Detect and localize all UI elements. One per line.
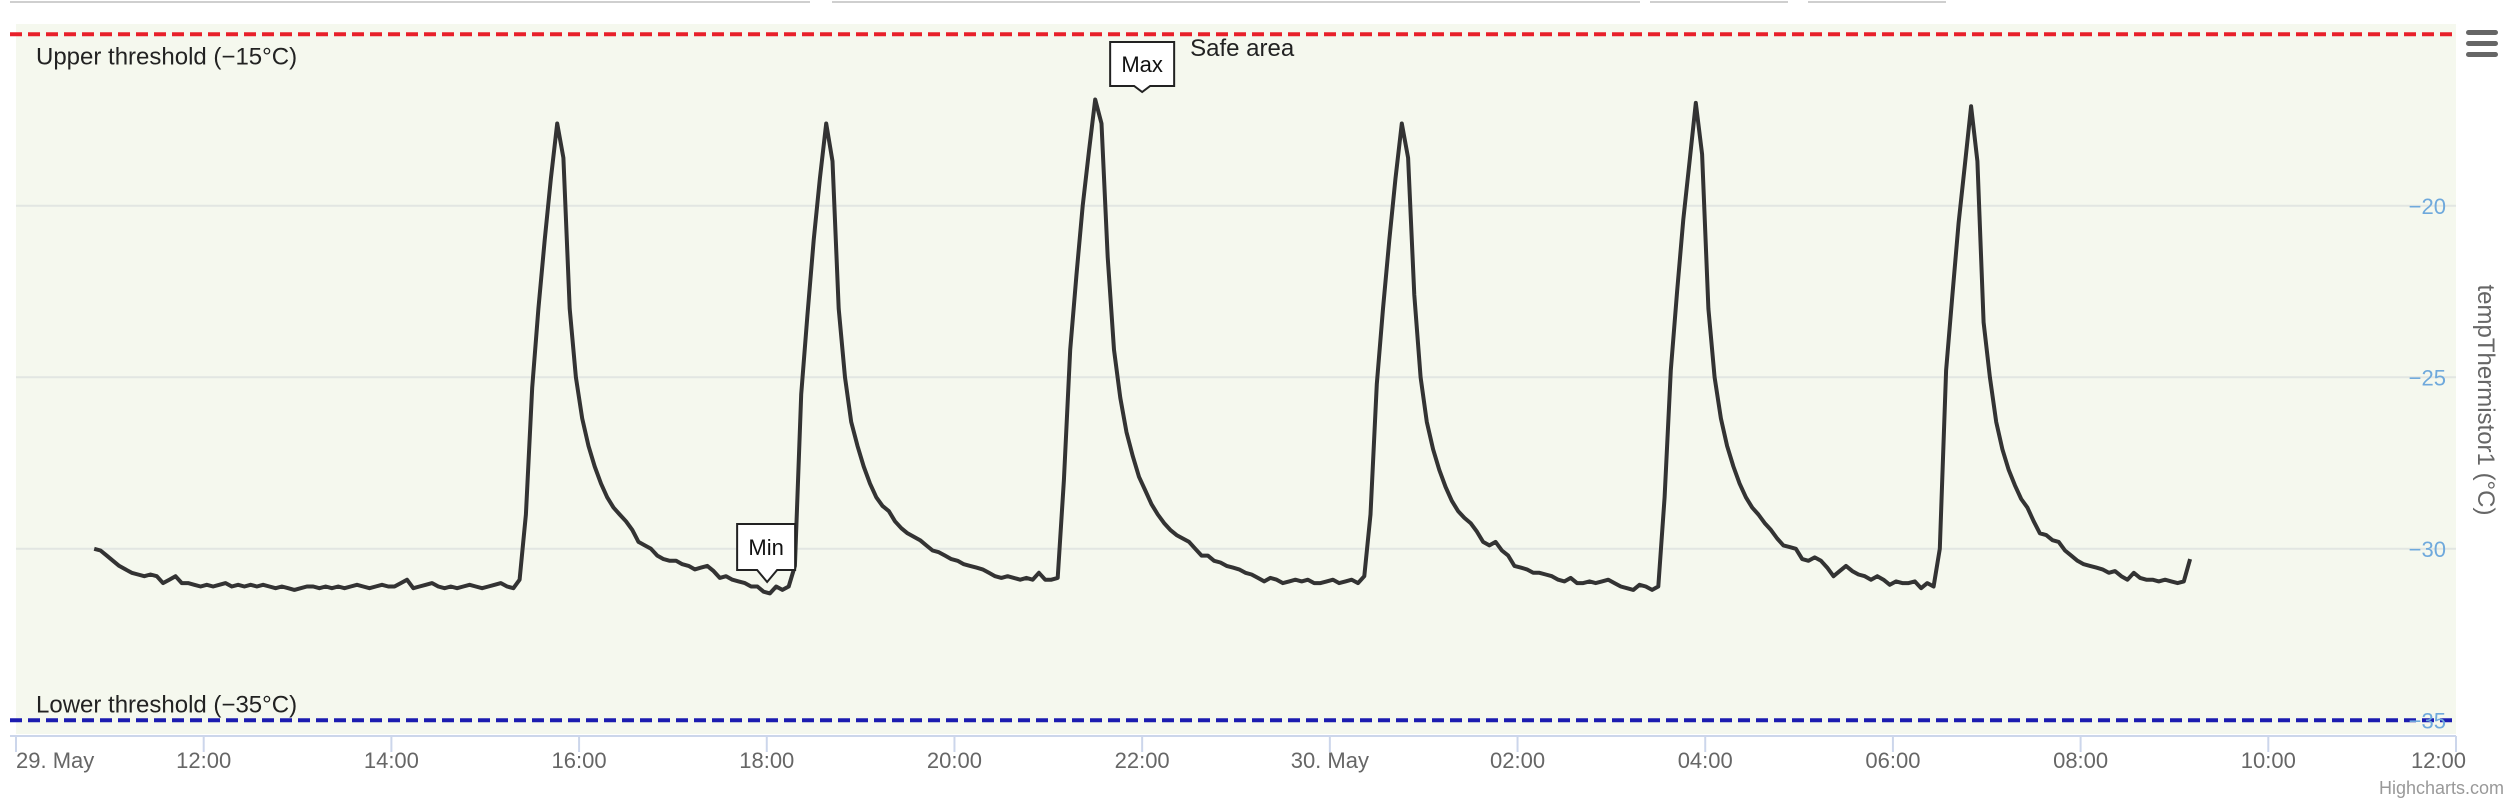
x-tick-label: 18:00: [739, 748, 794, 773]
x-tick-label: 14:00: [364, 748, 419, 773]
menu-bar-middle: [2466, 41, 2498, 46]
x-tick-label: 20:00: [927, 748, 982, 773]
x-tick-label: 16:00: [552, 748, 607, 773]
y-tick-label: −30: [2409, 537, 2446, 562]
plot-band-safe-area: [16, 24, 2456, 734]
y-tick-label: −20: [2409, 194, 2446, 219]
series-group: [93, 97, 2193, 596]
x-tick-label: 12:00: [176, 748, 231, 773]
x-tick-label: 08:00: [2053, 748, 2108, 773]
x-axis: 29. May 12:00 14:00 16:00 18:00 20:00 22:00 30.…: [10, 735, 2466, 773]
safe-area-label: Safe area: [1190, 35, 1295, 62]
x-tick-label: 12:00: [2411, 748, 2466, 773]
x-tick-label: 04:00: [1678, 748, 1733, 773]
x-tick-label: 30. May: [1291, 748, 1369, 773]
lower-threshold-label: Lower threshold (−35°C): [36, 691, 297, 718]
flag-max[interactable]: Max: [1109, 41, 1176, 94]
y-tick-label: −25: [2409, 365, 2446, 390]
threshold-lines: Upper threshold (−15°C) Lower threshold (…: [10, 32, 2456, 723]
menu-bar-top: [2466, 30, 2498, 35]
menu-bar-bottom: [2466, 52, 2498, 57]
flag-min[interactable]: Min: [736, 523, 797, 584]
grid-lines: [16, 204, 2456, 550]
x-tick-label: 22:00: [1115, 748, 1170, 773]
flag-max-box: [1109, 41, 1176, 94]
x-tick-label: 06:00: [1865, 748, 1920, 773]
flag-min-box: [736, 523, 797, 584]
credits-link[interactable]: Highcharts.com: [2379, 778, 2504, 798]
flag-max-label: Max: [1121, 52, 1163, 77]
flags: Max Safe area Min: [736, 35, 1295, 584]
hamburger-menu-icon[interactable]: [2466, 30, 2498, 57]
x-tick-label: 02:00: [1490, 748, 1545, 773]
x-tick-label: 10:00: [2241, 748, 2296, 773]
series-line-tempThermistor1[interactable]: [93, 97, 2193, 596]
upper-threshold-label: Upper threshold (−15°C): [36, 43, 297, 70]
x-tick-label: 29. May: [16, 748, 94, 773]
y-axis: −20 −25 −30 −35: [2409, 194, 2446, 733]
flag-min-label: Min: [748, 535, 783, 560]
y-tick-label: −35: [2409, 708, 2446, 733]
y-axis-title: tempThermistor1 (°C): [2472, 285, 2499, 516]
